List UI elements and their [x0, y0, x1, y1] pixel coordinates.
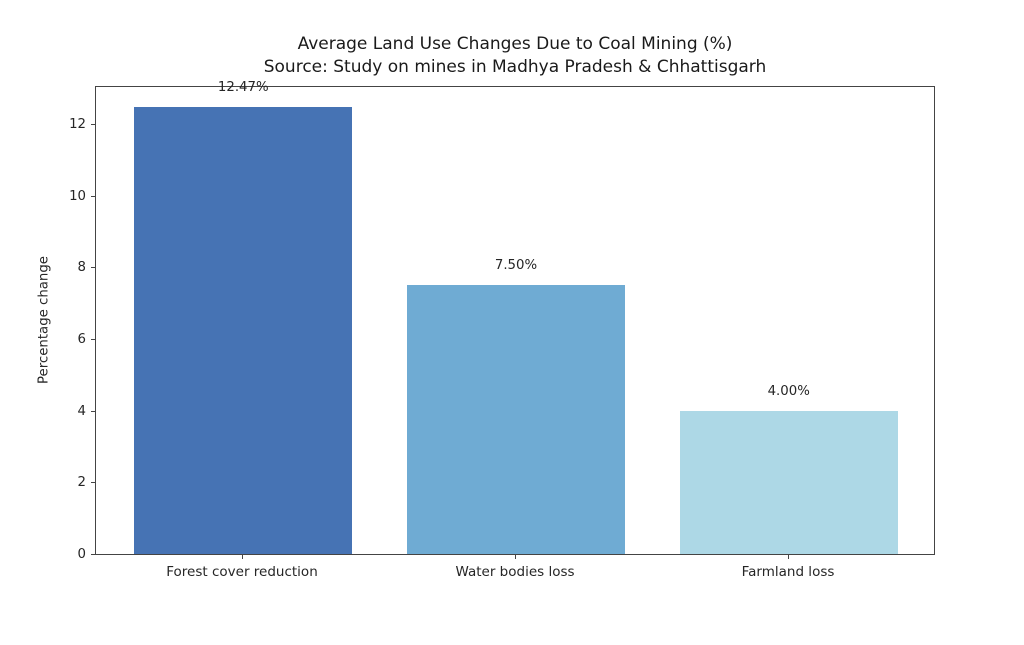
x-category-label: Water bodies loss [455, 564, 575, 580]
y-tick-label: 2 [77, 475, 86, 490]
y-tick-mark [91, 482, 95, 483]
bar-value-label: 12.47% [217, 80, 269, 95]
y-tick-label: 12 [69, 117, 86, 132]
x-category-label: Forest cover reduction [166, 564, 318, 580]
y-tick-mark [91, 124, 95, 125]
y-tick-mark [91, 196, 95, 197]
y-tick-label: 4 [77, 404, 86, 419]
y-tick-label: 10 [69, 189, 86, 204]
plot-area: 12.47% 7.50% 4.00% [95, 80, 935, 555]
x-tick-mark [515, 555, 516, 559]
bar-1 [134, 107, 352, 554]
bar-2 [407, 285, 625, 554]
y-tick-mark [91, 554, 95, 555]
y-tick-mark [91, 267, 95, 268]
chart-title: Average Land Use Changes Due to Coal Min… [297, 34, 733, 54]
x-tick-mark [242, 555, 243, 559]
bar-3 [680, 411, 898, 554]
y-tick-label: 8 [77, 260, 86, 275]
x-category-label: Farmland loss [741, 564, 835, 580]
bar-value-label: 4.00% [767, 384, 810, 399]
x-tick-mark [788, 555, 789, 559]
y-tick-mark [91, 339, 95, 340]
y-tick-label: 6 [77, 332, 86, 347]
bar-value-label: 7.50% [494, 258, 538, 273]
y-tick-label: 0 [77, 547, 86, 562]
y-tick-mark [91, 411, 95, 412]
chart-subtitle: Source: Study on mines in Madhya Pradesh… [263, 57, 767, 77]
